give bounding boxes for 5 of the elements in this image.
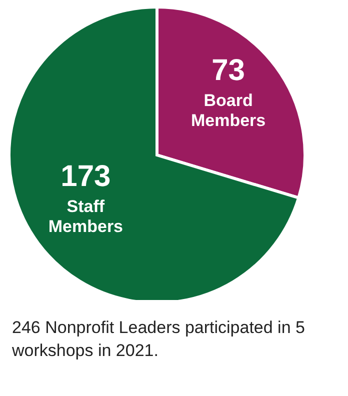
text: 246 Nonprofit Leaders participated in 5 workshops in 2021. [12, 317, 306, 362]
slice-label: Board Members [190, 91, 266, 130]
slice-label: Staff Members [48, 196, 124, 236]
data-label: 173 [60, 160, 111, 193]
data-label: 73 [212, 54, 245, 88]
